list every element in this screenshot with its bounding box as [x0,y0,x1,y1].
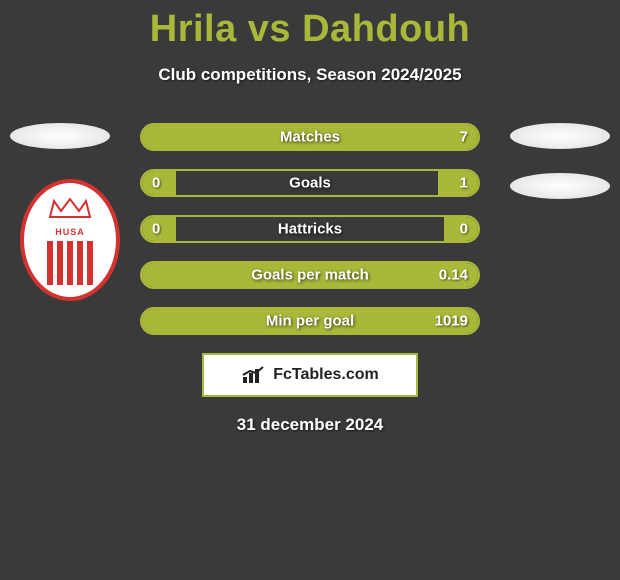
stat-left-value: 0 [152,221,160,238]
date-text: 31 december 2024 [0,415,620,435]
stat-row-goals: 0 Goals 1 [140,169,480,197]
comparison-container: HUSA Matches 7 0 Goals 1 0 Hattricks 0 [0,123,620,435]
right-club-placeholder [510,173,610,199]
stat-label: Goals per match [251,267,369,284]
stat-row-min-per-goal: Min per goal 1019 [140,307,480,335]
stat-fill-right [438,171,478,195]
brand-text: FcTables.com [273,366,379,384]
page-title: Hrila vs Dahdouh [0,0,620,51]
stat-label: Matches [280,129,340,146]
page-subtitle: Club competitions, Season 2024/2025 [0,65,620,85]
stat-label: Goals [289,175,331,192]
chart-icon [241,365,267,385]
brand-box[interactable]: FcTables.com [202,353,418,397]
stat-right-value: 7 [460,129,468,146]
stat-left-value: 0 [152,175,160,192]
stat-row-goals-per-match: Goals per match 0.14 [140,261,480,289]
stat-right-value: 1 [460,175,468,192]
stat-rows: Matches 7 0 Goals 1 0 Hattricks 0 Goals … [140,123,480,335]
stat-row-hattricks: 0 Hattricks 0 [140,215,480,243]
stat-label: Min per goal [266,313,354,330]
club-band-text: HUSA [35,227,105,241]
crown-icon [48,197,92,219]
right-player-placeholder [510,123,610,149]
stat-row-matches: Matches 7 [140,123,480,151]
left-club-logo: HUSA [20,179,120,301]
left-player-placeholder [10,123,110,149]
stat-right-value: 0 [460,221,468,238]
stat-right-value: 0.14 [439,267,468,284]
stat-label: Hattricks [278,221,342,238]
stat-right-value: 1019 [435,313,468,330]
club-stripes [40,241,100,285]
